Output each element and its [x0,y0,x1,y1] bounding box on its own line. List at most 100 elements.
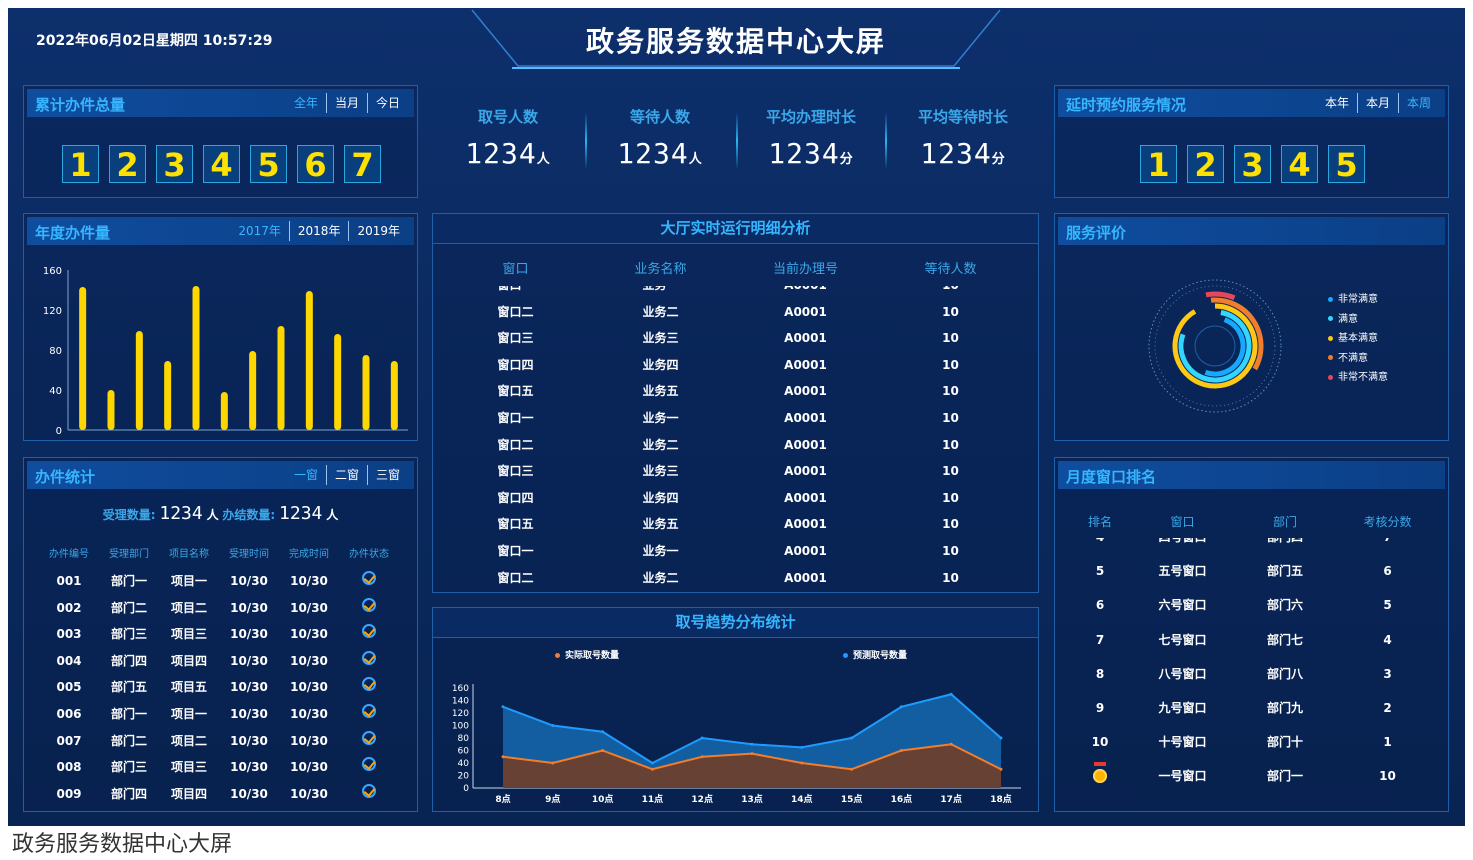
done-label: 办结数量: [222,508,276,522]
cell: 10 [1379,769,1396,784]
x-tick-label: 11点 [642,793,664,805]
cell: 003 [56,627,82,642]
y-tick-label: 0 [463,784,469,794]
cell: 项目三 [170,627,207,642]
cell: 项目二 [170,600,207,615]
cell: 10/30 [290,680,328,695]
legend-item: 非常不满意 [1328,368,1388,388]
rank-table-body[interactable]: 4四号窗口部门四75五号窗口部门五66六号窗口部门六57七号窗口部门七48八号窗… [1060,538,1445,803]
accept-label: 受理数量: [102,508,156,522]
stat-avg-handle: 平均办理时长 1234分 [736,106,886,170]
cell: 八号窗口 [1158,666,1207,681]
radial-arc [1204,317,1246,377]
table-row: 005 部门五 项目五 10/30 10/30 [39,676,399,698]
legend-dot [1328,316,1333,321]
cell: 10/30 [230,600,268,615]
y-tick-label: 160 [43,266,62,277]
tab-month[interactable]: 当月 [325,93,367,113]
bar [334,334,342,430]
cell: 005 [56,680,82,695]
cell: A0001 [784,544,827,558]
cell: 002 [56,600,82,615]
stat-avg-wait: 平均等待时长 1234分 [888,106,1038,170]
tab-window-1[interactable]: 一窗 [293,468,318,482]
status-cell [339,650,399,672]
bar [249,351,257,430]
table-row: 002 部门二 项目二 10/30 10/30 [39,597,399,619]
cell: 10 [942,570,959,585]
hall-panel-title: 大厅实时运行明细分析 [433,214,1038,244]
table-row: 007 部门二 项目二 10/30 10/30 [39,730,399,752]
cell: 业务二 [642,570,679,585]
tab-this-week[interactable]: 本周 [1397,93,1439,113]
cell: 10 [942,437,959,452]
outer-ring [1148,279,1282,413]
tab-today[interactable]: 今日 [366,93,408,113]
check-circle-icon [362,757,376,772]
tab-year[interactable]: 全年 [293,96,318,110]
stat-unit: 人 [536,152,551,167]
total-tabs: 全年 当月 今日 [286,89,408,117]
work-table-header: 办件编号 受理部门 项目名称 受理时间 完成时间 办件状态 [39,545,399,560]
tab-this-month[interactable]: 本月 [1356,93,1398,113]
legend-item: 满意 [1328,310,1388,330]
divider [585,112,587,170]
cell: 七号窗口 [1158,632,1207,647]
cell: 项目四 [170,653,207,668]
tab-this-year[interactable]: 本年 [1324,96,1349,110]
hall-table-body[interactable]: 窗口一业务一A000110窗口二业务二A000110窗口三业务三A000110窗… [443,286,1028,586]
data-point [501,755,505,759]
hall-table-header: 窗口 业务名称 当前办理号 等待人数 [443,258,1023,277]
cell: 10/30 [230,786,268,801]
check-circle-icon [362,704,376,718]
cell: 10/30 [290,707,328,721]
service-eval-radial-chart [1148,279,1282,413]
inner-ring [1194,325,1236,367]
tab-window-2[interactable]: 二窗 [325,465,367,485]
legend-label: 非常满意 [1338,294,1378,305]
table-row: 5 五号窗口 部门五 6 [1060,554,1430,588]
cell: 10 [942,490,959,505]
stat-take-number: 取号人数 1234人 [433,106,583,170]
cell: A0001 [784,331,827,346]
tab-2017[interactable]: 2017年 [238,224,281,238]
digit: 2 [1187,145,1224,184]
x-tick-label: 17点 [940,793,962,805]
cell: 部门四 [110,653,147,668]
cell: 六号窗口 [1158,598,1207,613]
data-point [949,742,953,746]
trend-area-chart: 0 20 40 60 80 100 120 140 160 8点 9点 10点 11点 12点 13点 14点… [452,684,1021,805]
page-caption: 政务服务数据中心大屏 [12,832,233,857]
cell: 部门八 [1266,666,1303,681]
annual-tabs: 2017年 2018年 2019年 [230,217,408,245]
cell: 部门九 [1266,701,1303,715]
cell: 部门一 [110,707,147,721]
legend-dot [843,653,848,658]
tab-2019[interactable]: 2019年 [348,221,408,241]
cell: 部门四 [110,786,147,801]
cell: 10 [942,464,959,479]
tab-window-3[interactable]: 三窗 [366,465,408,485]
table-row: 008 部门三 项目三 10/30 10/30 [39,756,399,778]
cell: 部门五 [1266,564,1303,579]
stat-unit: 人 [688,152,703,167]
cell: A0001 [784,357,827,372]
legend-label: 非常不满意 [1338,372,1388,383]
datetime: 2022年06月02日星期四 10:57:29 [36,33,273,49]
cell: 10/30 [290,653,328,668]
cell: 部门十 [1266,735,1303,750]
stat-unit: 分 [991,152,1006,167]
data-point [949,692,953,696]
data-point [601,730,605,734]
y-tick-label: 40 [49,386,62,397]
cell: A0001 [784,304,827,319]
table-row: 8 八号窗口 部门八 3 [1060,657,1430,691]
tab-2018[interactable]: 2018年 [288,221,349,241]
cell: 4 [1383,632,1392,647]
cell: 6 [1095,598,1105,613]
work-table-body[interactable]: 001 部门一 项目一 10/30 10/30 002 部门二 项目二 10/30 10/30 00… [39,570,409,802]
legend-label: 基本满意 [1338,333,1378,344]
eval-panel: 服务评价 非常满意 满意 基本满意 不满意 非常不满意 [1054,213,1449,441]
